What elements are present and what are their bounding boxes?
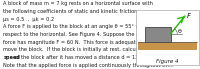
Text: the following coefficients of static and kinetic friction:: the following coefficients of static and…	[3, 9, 139, 14]
Text: of the block after it has moved a distance d = 13 m.: of the block after it has moved a distan…	[13, 55, 146, 60]
Text: respect to the horizontal. See Figure 4. Suppose the applied: respect to the horizontal. See Figure 4.…	[3, 32, 155, 37]
Bar	[145, 26, 171, 42]
Bar	[138, 42, 197, 50]
Text: Figure 4: Figure 4	[156, 59, 179, 64]
Text: Note that the applied force is applied continuously throughout thi...: Note that the applied force is applied c…	[3, 63, 174, 68]
Text: F: F	[187, 13, 191, 19]
Text: move the block.  If the block is initially at rest, calculate the: move the block. If the block is initiall…	[3, 47, 156, 52]
Text: θ: θ	[177, 29, 181, 34]
Text: A force F is applied to the block at an angle θ = 55° with: A force F is applied to the block at an …	[3, 24, 147, 29]
Text: A block of mass m = 7 kg rests on a horizontal surface with: A block of mass m = 7 kg rests on a hori…	[3, 1, 153, 6]
Text: speed: speed	[3, 55, 20, 60]
Text: force has magnitude F = 60 N.  This force is adequate to: force has magnitude F = 60 N. This force…	[3, 40, 146, 45]
Text: μs = 0.5  ,  μk = 0.2: μs = 0.5 , μk = 0.2	[3, 17, 54, 22]
